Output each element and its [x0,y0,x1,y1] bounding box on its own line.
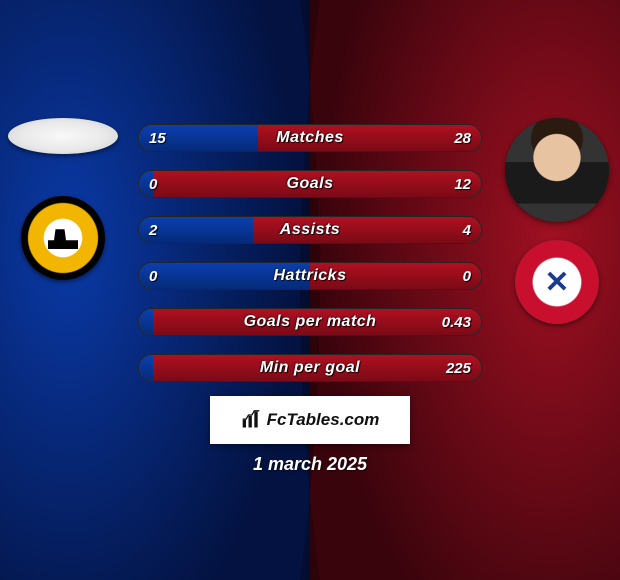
player-face-icon [505,118,609,222]
left-column [8,118,118,280]
stat-label: Matches [139,125,481,151]
stat-label: Hattricks [139,263,481,289]
stat-row: 225Min per goal [138,354,482,382]
watermark: FcTables.com [210,396,410,444]
club-badge-left [21,196,105,280]
bars-icon [241,410,261,430]
player-photo-right [505,118,609,222]
stat-row: 012Goals [138,170,482,198]
stat-label: Goals [139,171,481,197]
watermark-text: FcTables.com [267,410,380,430]
stat-row: 24Assists [138,216,482,244]
comparison-chart: 1528Matches 012Goals 24Assists 00Hattricks 0… [138,124,482,400]
stat-row: 00Hattricks [138,262,482,290]
club-badge-right [515,240,599,324]
right-column [502,118,612,324]
stat-row: 1528Matches [138,124,482,152]
stat-row: 0.43Goals per match [138,308,482,336]
stat-label: Assists [139,217,481,243]
stat-label: Min per goal [139,355,481,381]
footer-date: 1 march 2025 [0,454,620,475]
stat-label: Goals per match [139,309,481,335]
player-photo-left [8,118,118,154]
comparison-card: Weston vs Josh Reese Club competitions, … [0,0,620,580]
